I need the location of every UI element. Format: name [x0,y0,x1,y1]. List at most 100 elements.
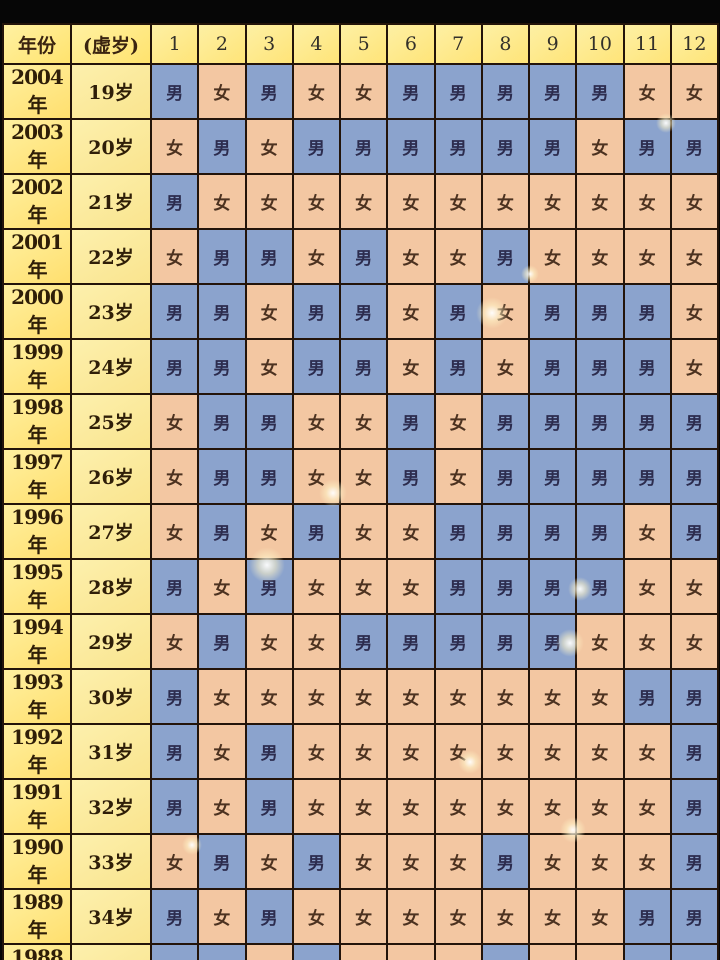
boy-cell: 男 [338,228,389,285]
boy-cell: 男 [149,173,200,230]
boy-cell: 男 [669,888,720,945]
boy-cell: 男 [149,778,200,835]
month-column-header-2: 2 [197,23,247,65]
boy-cell: 男 [149,338,200,395]
boy-cell: 男 [149,888,200,945]
girl-cell: 女 [622,778,672,835]
table-row: 1992年 31岁男女男女女女女女女女女男 [2,723,720,780]
boy-cell: 男 [197,943,247,960]
month-column-header-3: 3 [244,23,294,65]
boy-cell: 男 [433,503,483,560]
year-cell: 1994年 [2,613,72,670]
year-cell: 1998年 [2,393,72,450]
year-cell: 1992年 [2,723,72,780]
girl-cell: 女 [291,228,342,285]
girl-cell: 女 [291,393,342,450]
boy-cell: 男 [149,943,200,960]
girl-cell: 女 [433,778,483,835]
girl-cell: 女 [669,338,720,395]
girl-cell: 女 [244,833,294,890]
boy-cell: 男 [197,833,247,890]
month-column-header-8: 8 [480,23,531,65]
girl-cell: 女 [575,833,625,890]
girl-cell: 女 [291,888,342,945]
month-column-header-6: 6 [386,23,436,65]
girl-cell: 女 [433,228,483,285]
girl-cell: 女 [338,723,389,780]
boy-cell: 男 [669,668,720,725]
year-cell: 2002年 [2,173,72,230]
girl-cell: 女 [575,118,625,175]
girl-cell: 女 [575,668,625,725]
boy-cell: 男 [669,448,720,505]
boy-cell: 男 [244,558,294,615]
age-cell: 19岁 [70,63,152,120]
girl-cell: 女 [244,503,294,560]
girl-cell: 女 [291,668,342,725]
boy-cell: 男 [527,283,578,340]
boy-cell: 男 [669,118,720,175]
boy-cell: 男 [669,393,720,450]
girl-cell: 女 [244,338,294,395]
year-cell: 2001年 [2,228,72,285]
gender-table: 年份 (虚岁) 1 2 3 4 5 6 7 8 9 10 11 12 2004年 19岁男女男女女男男男男男… [2,23,720,960]
girl-cell: 女 [197,63,247,120]
girl-cell: 女 [433,668,483,725]
boy-cell: 男 [197,503,247,560]
boy-cell: 男 [480,63,531,120]
boy-cell: 男 [338,338,389,395]
boy-cell: 男 [575,558,625,615]
girl-cell: 女 [338,888,389,945]
boy-cell: 男 [197,613,247,670]
girl-cell: 女 [291,723,342,780]
age-cell: 34岁 [70,888,152,945]
girl-cell: 女 [386,778,436,835]
table-row: 1993年 30岁男女女女女女女女女女男男 [2,668,720,725]
girl-cell: 女 [527,228,578,285]
age-cell: 23岁 [70,283,152,340]
age-cell: 29岁 [70,613,152,670]
age-cell: 26岁 [70,448,152,505]
girl-cell: 女 [338,943,389,960]
girl-cell: 女 [433,173,483,230]
girl-cell: 女 [244,943,294,960]
girl-cell: 女 [386,888,436,945]
girl-cell: 女 [244,613,294,670]
girl-cell: 女 [338,668,389,725]
boy-cell: 男 [433,283,483,340]
girl-cell: 女 [338,173,389,230]
boy-cell: 男 [149,723,200,780]
girl-cell: 女 [669,613,720,670]
boy-cell: 男 [433,338,483,395]
girl-cell: 女 [197,558,247,615]
girl-cell: 女 [149,393,200,450]
girl-cell: 女 [622,833,672,890]
girl-cell: 女 [149,448,200,505]
girl-cell: 女 [480,778,531,835]
boy-cell: 男 [575,283,625,340]
girl-cell: 女 [244,668,294,725]
girl-cell: 女 [386,173,436,230]
girl-cell: 女 [338,393,389,450]
girl-cell: 女 [291,558,342,615]
age-cell: 22岁 [70,228,152,285]
year-cell: 1989年 [2,888,72,945]
boy-cell: 男 [480,228,531,285]
boy-cell: 男 [149,63,200,120]
boy-cell: 男 [338,613,389,670]
table-row: 1995年 28岁男女男女女女男男男男女女 [2,558,720,615]
boy-cell: 男 [480,558,531,615]
boy-cell: 男 [386,63,436,120]
boy-cell: 男 [575,503,625,560]
girl-cell: 女 [480,338,531,395]
boy-cell: 男 [480,118,531,175]
girl-cell: 女 [433,833,483,890]
boy-cell: 男 [527,63,578,120]
table-row: 1990年 33岁女男女男女女女男女女女男 [2,833,720,890]
boy-cell: 男 [669,778,720,835]
table-row: 1999年 24岁男男女男男女男女男男男女 [2,338,720,395]
boy-cell: 男 [386,393,436,450]
girl-cell: 女 [527,173,578,230]
table-row: 1991年 32岁男女男女女女女女女女女男 [2,778,720,835]
girl-cell: 女 [527,723,578,780]
